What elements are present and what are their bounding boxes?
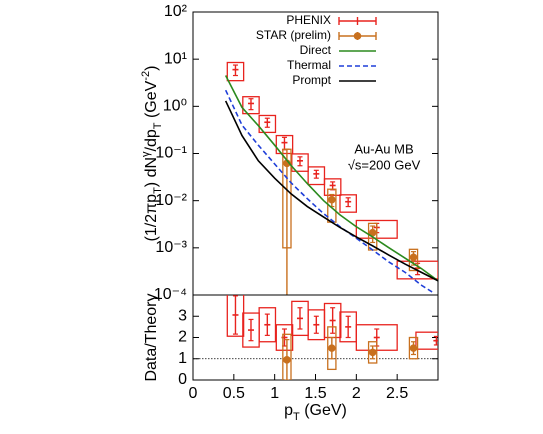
- point: [368, 228, 377, 237]
- series-layer: [224, 61, 438, 295]
- y-tick-label: 10⁻⁴: [154, 286, 187, 303]
- legend-label: Direct: [300, 43, 332, 57]
- sys-box: [275, 134, 294, 155]
- axis-title-part: T: [152, 187, 164, 194]
- point: [409, 344, 418, 352]
- sys-box: [242, 96, 260, 115]
- sys-box: [258, 114, 277, 134]
- curve: [224, 75, 438, 282]
- axis-title-part: ): [143, 66, 160, 71]
- y-tick-label: 2: [178, 329, 187, 346]
- legend-label: STAR (prelim): [256, 28, 331, 42]
- axis-title-part: /dp: [143, 129, 160, 151]
- sys-box: [275, 324, 294, 351]
- sys-box: [415, 331, 438, 350]
- sys-box: [258, 307, 277, 343]
- point: [283, 356, 291, 364]
- sys-box: [291, 153, 309, 172]
- point: [368, 348, 377, 357]
- sys-box: [339, 194, 357, 213]
- x-tick-label: 1.5: [304, 385, 326, 402]
- sys-box: [408, 248, 419, 272]
- point: [328, 195, 336, 204]
- y-tick-label: 10⁻²: [155, 192, 187, 209]
- sys-box: [226, 295, 245, 337]
- axis-title: Data/Theory: [143, 293, 160, 381]
- axis-title-part: T: [293, 411, 300, 423]
- legend-label: Prompt: [292, 73, 331, 87]
- sys-box: [367, 341, 378, 364]
- series-layer: [226, 295, 438, 380]
- y-tick-label: 10¹: [164, 50, 187, 67]
- legend-label: Thermal: [287, 58, 331, 72]
- legend-dot: [353, 32, 362, 40]
- sys-box: [327, 326, 337, 371]
- y-tick-label: 3: [178, 307, 187, 324]
- axis-title-part: (GeV: [143, 80, 160, 122]
- legend-label: PHENIX: [286, 13, 331, 27]
- axis-title-part: γ: [140, 151, 152, 157]
- sys-box: [307, 166, 326, 186]
- point: [409, 253, 418, 262]
- x-tick-label: 0.5: [223, 385, 245, 402]
- axis-title-part: Data/Theory: [143, 293, 160, 381]
- y-tick-label: 10⁻³: [155, 239, 187, 256]
- annotation: √s=200 GeV: [348, 157, 421, 172]
- axis-title-part: (1/2πp: [143, 194, 160, 242]
- axis-title-part: -2: [140, 71, 152, 81]
- y-tick-label: 0: [178, 371, 187, 388]
- sys-box: [282, 333, 292, 380]
- axis-title: pT (GeV): [284, 402, 347, 423]
- point: [283, 159, 291, 168]
- plot-frame: [192, 294, 439, 381]
- x-tick-label: 2: [352, 385, 361, 402]
- y-tick-label: 10⁻¹: [155, 145, 187, 162]
- x-tick-label: 0: [189, 385, 198, 402]
- axis-title-part: p: [284, 402, 293, 419]
- x-tick-label: 2.5: [386, 385, 408, 402]
- point: [328, 344, 336, 352]
- sys-box: [408, 336, 419, 360]
- y-tick-label: 10⁰: [163, 98, 187, 115]
- y-tick-label: 1: [178, 350, 187, 367]
- axis-title-part: ) dN: [143, 157, 160, 187]
- sys-box: [323, 178, 342, 196]
- sys-box: [226, 61, 245, 82]
- axis-title: (1/2πpT) dNγ/dpT (GeV-2): [140, 66, 164, 242]
- axis-title-part: T: [152, 122, 164, 129]
- axis-title-part: (GeV): [300, 402, 347, 419]
- curve: [224, 100, 438, 282]
- x-tick-label: 1: [270, 385, 279, 402]
- curve: [224, 89, 435, 294]
- annotation: Au-Au MB: [354, 141, 413, 156]
- y-tick-label: 10²: [164, 3, 188, 20]
